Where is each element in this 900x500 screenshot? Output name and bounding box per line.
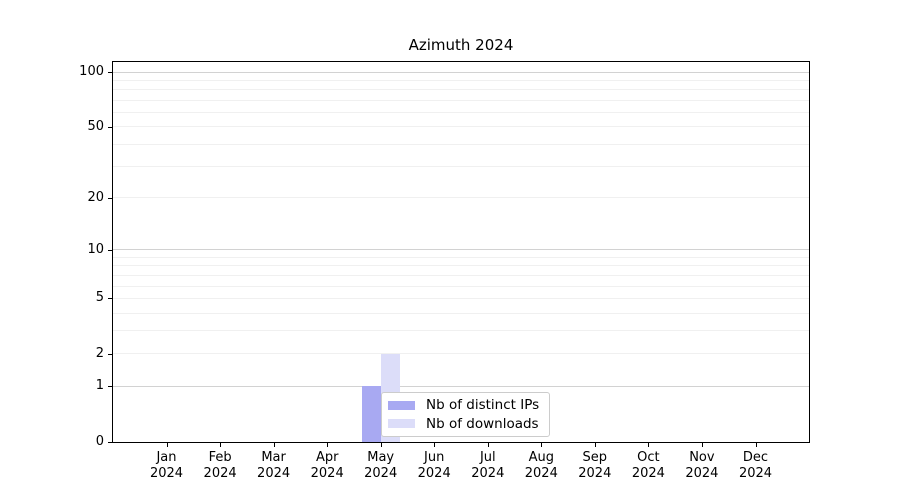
y-tick-label: 2: [95, 345, 104, 361]
y-tick-label: 20: [87, 189, 104, 205]
y-tick-label: 50: [87, 118, 104, 134]
legend: Nb of distinct IPs Nb of downloads: [381, 392, 550, 437]
x-tick: [487, 443, 489, 447]
x-tick-label: Jun 2024: [417, 450, 451, 481]
x-tick: [327, 443, 329, 447]
y-minor-gridline: [113, 312, 809, 314]
y-minor-gridline: [113, 353, 809, 355]
y-minor-gridline: [113, 89, 809, 91]
y-minor-gridline: [113, 256, 809, 258]
y-minor-gridline: [113, 126, 809, 128]
x-tick-label: Aug 2024: [524, 450, 558, 481]
y-tick: [108, 197, 112, 199]
y-minor-gridline: [113, 274, 809, 276]
y-tick: [108, 442, 112, 443]
y-major-gridline: [113, 249, 809, 251]
x-tick-label: Mar 2024: [257, 450, 291, 481]
x-tick-label: Jul 2024: [471, 450, 505, 481]
y-minor-gridline: [113, 265, 809, 267]
legend-swatch-distinct-ips: [388, 400, 415, 410]
y-minor-gridline: [113, 330, 809, 332]
y-minor-gridline: [113, 79, 809, 81]
x-tick: [380, 443, 382, 447]
y-tick-label: 100: [79, 64, 104, 79]
x-tick-label: Apr 2024: [310, 450, 344, 481]
y-tick: [108, 353, 112, 355]
x-tick-label: Nov 2024: [685, 450, 719, 481]
x-tick: [648, 443, 650, 447]
y-minor-gridline: [113, 111, 809, 113]
x-tick-label: Jan 2024: [149, 450, 184, 481]
legend-entry-distinct-ips: Nb of distinct IPs: [388, 397, 543, 413]
y-tick: [108, 126, 112, 128]
y-tick: [108, 249, 112, 251]
y-minor-gridline: [113, 297, 809, 299]
x-tick-label: Dec 2024: [738, 450, 773, 481]
y-minor-gridline: [113, 285, 809, 287]
x-tick: [273, 443, 275, 447]
y-minor-gridline: [113, 99, 809, 101]
y-tick-label: 1: [95, 378, 104, 394]
x-tick: [541, 443, 543, 447]
x-tick: [701, 443, 703, 447]
y-minor-gridline: [113, 197, 809, 199]
legend-label-distinct-ips: Nb of distinct IPs: [426, 397, 540, 414]
x-tick: [166, 443, 168, 447]
x-tick: [220, 443, 222, 447]
legend-swatch-downloads: [388, 419, 415, 429]
y-major-gridline: [113, 71, 809, 73]
plot-area: [112, 61, 810, 443]
y-major-gridline: [113, 385, 809, 387]
y-tick-label: 5: [95, 290, 104, 306]
y-minor-gridline: [113, 143, 809, 145]
bar-nb-of-distinct-ips: [361, 386, 381, 442]
legend-entry-downloads: Nb of downloads: [388, 416, 543, 432]
y-tick: [108, 386, 112, 388]
y-tick-label: 0: [95, 434, 104, 449]
x-tick-label: Feb 2024: [203, 450, 237, 481]
y-tick-label: 10: [87, 241, 104, 257]
x-tick-label: May 2024: [364, 450, 398, 481]
y-minor-gridline: [113, 166, 809, 168]
chart-title: Azimuth 2024: [408, 36, 514, 54]
y-tick: [108, 298, 112, 300]
x-tick-label: Sep 2024: [578, 450, 612, 481]
y-tick: [108, 72, 112, 73]
legend-label-downloads: Nb of downloads: [426, 415, 539, 432]
x-tick: [755, 443, 757, 447]
x-tick: [434, 443, 436, 447]
x-tick-label: Oct 2024: [631, 450, 665, 481]
x-tick: [594, 443, 596, 447]
